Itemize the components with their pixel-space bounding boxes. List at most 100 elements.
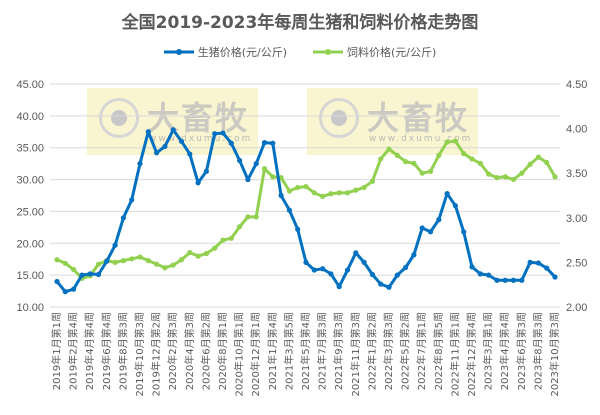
x-tick-label: 2020年2月第3周	[166, 312, 179, 390]
x-tick-label: 2021年9月第3周	[332, 312, 345, 390]
data-point-feed	[328, 191, 334, 197]
x-tick-label: 2019年4月第4周	[83, 312, 96, 390]
y-left-tick-label: 30.00	[16, 175, 44, 187]
legend-swatch-pig	[163, 49, 194, 55]
data-point-feed	[486, 171, 492, 177]
data-point-feed	[154, 261, 160, 267]
data-point-pig	[336, 284, 342, 290]
data-point-feed	[361, 184, 367, 191]
data-point-pig	[187, 151, 193, 157]
data-point-feed	[54, 257, 60, 263]
data-point-feed	[502, 174, 508, 180]
chart-title: 全国2019-2023年每周生猪和饲料价格走势图	[121, 13, 479, 33]
data-point-feed	[228, 235, 234, 241]
data-point-feed	[535, 154, 542, 160]
data-point-pig	[552, 274, 558, 280]
data-point-pig	[394, 272, 400, 278]
data-point-feed	[187, 249, 193, 256]
data-point-feed	[137, 254, 143, 260]
data-point-pig	[486, 272, 492, 278]
data-point-pig	[154, 150, 160, 156]
data-point-feed	[95, 261, 102, 267]
data-point-pig	[403, 264, 409, 271]
x-tick-label: 2020年12月第1周	[249, 312, 262, 397]
data-point-feed	[411, 160, 417, 166]
x-tick-label: 2023年4月第4周	[498, 312, 511, 390]
x-tick-label: 2022年5月第2周	[399, 312, 412, 390]
data-point-feed	[427, 168, 434, 175]
x-tick-label: 2020年10月第1周	[233, 312, 246, 397]
x-tick-label: 2022年11月第1周	[448, 312, 461, 397]
data-point-feed	[552, 174, 558, 180]
x-tick-label: 2021年3月第5周	[282, 312, 295, 390]
watermark-logo-icon	[99, 98, 139, 138]
x-tick-label: 2020年4月第3周	[183, 312, 196, 390]
y-right-tick-label: 3.00	[566, 213, 587, 225]
legend-label-feed: 饲料价格(元/公斤)	[347, 46, 437, 59]
y-left-tick-label: 15.00	[16, 270, 44, 282]
data-point-pig	[527, 259, 533, 265]
x-tick-label: 2022年8月第5周	[432, 312, 445, 390]
data-point-feed	[237, 224, 243, 230]
data-point-feed	[320, 193, 326, 199]
watermark-url: www.dxumu.com	[149, 134, 253, 144]
data-point-feed	[253, 214, 259, 220]
x-tick-label: 2021年11月第3周	[349, 312, 362, 397]
series-line-pig	[55, 128, 557, 294]
data-point-pig	[261, 140, 268, 146]
data-point-feed	[353, 187, 359, 193]
data-point-feed	[386, 146, 392, 152]
x-tick-label: 2019年10月第3周	[133, 312, 146, 397]
data-point-pig	[220, 130, 226, 136]
data-point-pig	[469, 264, 475, 270]
data-point-feed	[212, 245, 218, 251]
data-point-pig	[195, 180, 201, 186]
y-right-tick-label: 4.50	[566, 79, 587, 91]
data-point-pig	[477, 271, 483, 277]
data-point-feed	[378, 156, 384, 162]
data-point-feed	[344, 190, 351, 196]
x-tick-label: 2021年1月第4周	[266, 312, 279, 390]
y-left-tick-label: 20.00	[16, 238, 44, 250]
legend-label-pig: 生猪价格(元/公斤)	[197, 46, 287, 59]
data-point-pig	[87, 271, 93, 277]
data-point-pig	[328, 271, 334, 277]
data-point-feed	[295, 184, 301, 191]
data-point-feed	[178, 257, 185, 263]
x-tick-label: 2022年3月第3周	[382, 312, 395, 390]
x-tick-label: 2021年5月第4周	[299, 312, 312, 390]
data-point-feed	[477, 160, 483, 166]
data-point-pig	[104, 258, 110, 264]
data-point-feed	[245, 214, 251, 220]
data-point-pig	[369, 271, 375, 278]
data-point-pig	[452, 203, 458, 209]
data-point-feed	[120, 258, 126, 264]
data-point-pig	[510, 277, 517, 283]
data-point-pig	[344, 267, 351, 273]
data-point-pig	[361, 259, 367, 265]
data-point-pig	[303, 259, 309, 265]
data-point-feed	[527, 161, 533, 167]
data-point-pig	[79, 272, 85, 278]
data-point-pig	[494, 277, 500, 283]
data-point-feed	[286, 188, 292, 194]
data-point-pig	[295, 226, 301, 232]
x-tick-label: 2023年6月第3周	[515, 312, 528, 390]
data-point-pig	[162, 143, 168, 150]
data-point-pig	[320, 266, 326, 272]
data-point-pig	[71, 286, 77, 292]
x-tick-label: 2023年8月第3周	[531, 312, 544, 390]
data-point-feed	[444, 139, 450, 145]
data-point-pig	[62, 289, 68, 295]
y-left-tick-label: 35.00	[16, 143, 44, 155]
legend-item-pig: 生猪价格(元/公斤)	[163, 44, 287, 60]
data-point-feed	[519, 170, 525, 176]
legend-swatch-feed	[313, 49, 343, 55]
data-point-feed	[145, 258, 151, 264]
y-left-tick-label: 40.00	[16, 111, 44, 123]
data-point-pig	[461, 229, 467, 235]
watermark-brand: 大畜牧	[147, 99, 250, 137]
x-tick-label: 2020年8月第1周	[216, 312, 229, 390]
